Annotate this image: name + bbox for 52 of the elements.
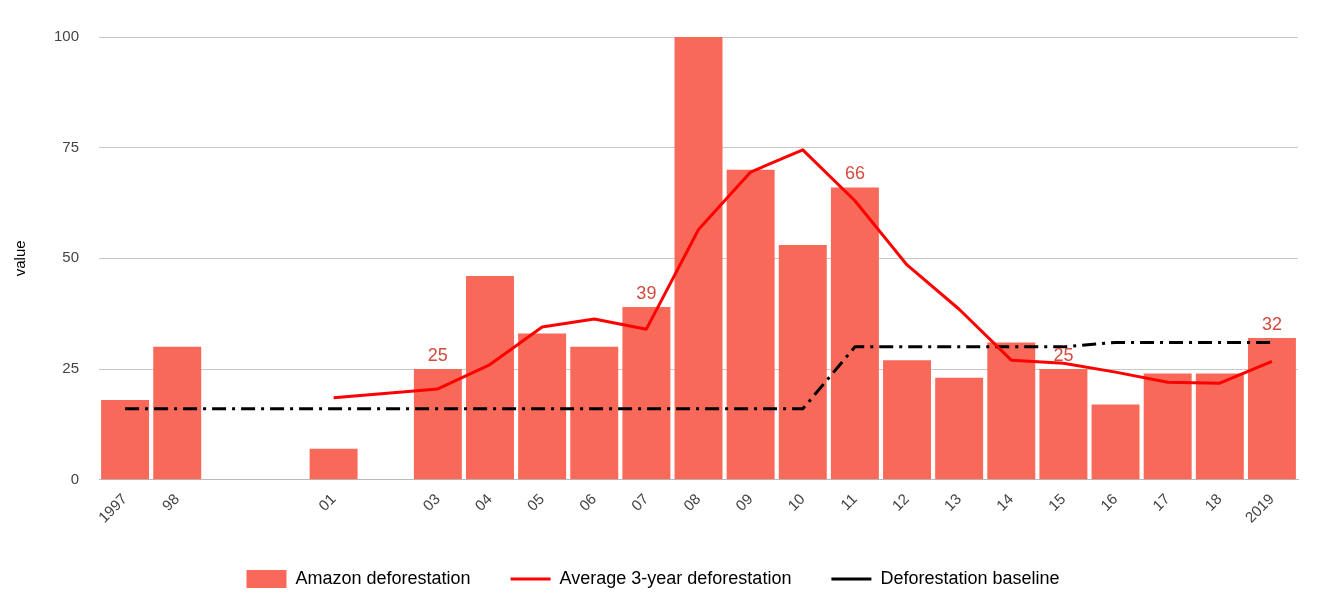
y-tick-label: 25 (62, 359, 80, 377)
bar (1143, 373, 1192, 480)
bar (570, 346, 619, 480)
x-tick-label: 01 (314, 490, 339, 514)
data-label: 66 (844, 163, 865, 184)
bar (778, 245, 827, 480)
legend-label: Amazon deforestation (295, 567, 471, 588)
bar (309, 448, 358, 480)
bar (1091, 404, 1140, 480)
bar (153, 346, 202, 480)
x-tick-label: 09 (731, 490, 756, 514)
x-tick-label: 04 (471, 490, 496, 514)
bar (987, 342, 1036, 480)
bar (1247, 338, 1296, 480)
x-tick-label: 13 (940, 490, 965, 514)
data-label: 39 (636, 283, 657, 303)
x-tick-label: 10 (784, 490, 808, 514)
x-tick-label: 18 (1201, 490, 1225, 514)
y-tick-label: 75 (62, 137, 80, 155)
data-label: 25 (1053, 344, 1074, 365)
x-tick-label: 11 (836, 490, 860, 514)
bar (622, 307, 671, 480)
y-tick-label: 0 (70, 469, 80, 487)
x-tick-label: 16 (1096, 490, 1121, 514)
x-tick-label: 07 (627, 490, 652, 514)
x-tick-label: 14 (992, 490, 1017, 514)
y-axis-title: value (11, 240, 29, 277)
bar (466, 276, 514, 480)
bar (830, 187, 879, 480)
x-tick-label: 08 (679, 490, 704, 514)
bar (726, 169, 775, 480)
legend-label: Deforestation baseline (880, 567, 1060, 588)
bar (1039, 369, 1088, 480)
y-tick-label: 50 (62, 248, 80, 266)
data-label: 25 (427, 344, 448, 365)
bar (101, 400, 150, 480)
y-tick-label: 100 (54, 27, 80, 45)
x-tick-label: 15 (1044, 490, 1069, 514)
bar (1195, 373, 1244, 480)
x-tick-label: 05 (523, 490, 548, 514)
x-tick-label: 17 (1148, 490, 1173, 514)
bar (883, 360, 932, 480)
legend-label: Average 3-year deforestation (559, 567, 792, 588)
x-tick-label: 98 (158, 490, 183, 514)
x-tick-label: 03 (419, 490, 443, 514)
data-label: 32 (1261, 313, 1282, 334)
x-tick-label: 12 (888, 490, 913, 514)
bar (413, 369, 462, 480)
bar (674, 37, 723, 480)
bar (518, 333, 567, 480)
bar (935, 377, 984, 480)
x-tick-label: 06 (575, 490, 600, 514)
